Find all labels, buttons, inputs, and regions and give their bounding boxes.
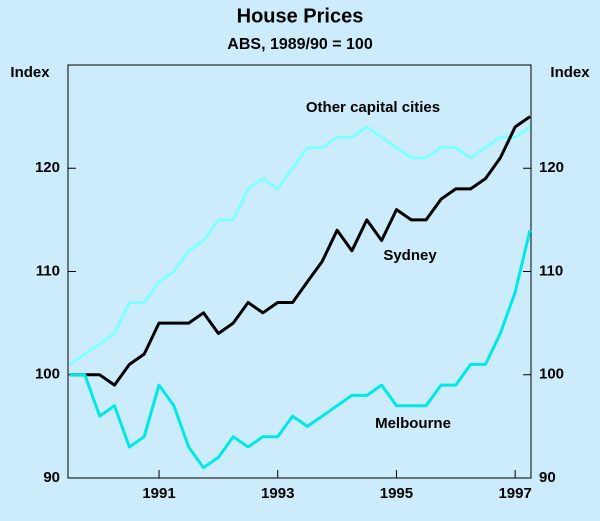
- y2-tick-label: 110: [539, 262, 563, 279]
- line-series: [69, 125, 531, 366]
- series-label: Melbourne: [375, 415, 451, 432]
- y2-axis-label: Index: [550, 64, 590, 81]
- y-tick-label: 90: [43, 469, 60, 486]
- x-tick-label: 1995: [380, 485, 413, 502]
- y-tick-label: 100: [35, 366, 60, 383]
- chart-title: House Prices: [237, 5, 364, 27]
- x-tick-label: 1997: [498, 485, 531, 502]
- x-tick-label: 1991: [142, 485, 175, 502]
- y-tick-label: 110: [36, 262, 60, 279]
- y2-tick-label: 120: [539, 159, 564, 176]
- series-label: Sydney: [383, 247, 437, 264]
- line-series: [70, 229, 532, 470]
- y-axis-label: Index: [10, 64, 50, 81]
- series-label: Other capital cities: [306, 99, 440, 116]
- line-series: [70, 115, 531, 387]
- y-tick-label: 120: [35, 159, 60, 176]
- x-tick-label: 1993: [261, 485, 294, 502]
- chart-subtitle: ABS, 1989/90 = 100: [227, 36, 373, 53]
- y2-tick-label: 100: [539, 366, 564, 383]
- y2-tick-label: 90: [539, 469, 556, 486]
